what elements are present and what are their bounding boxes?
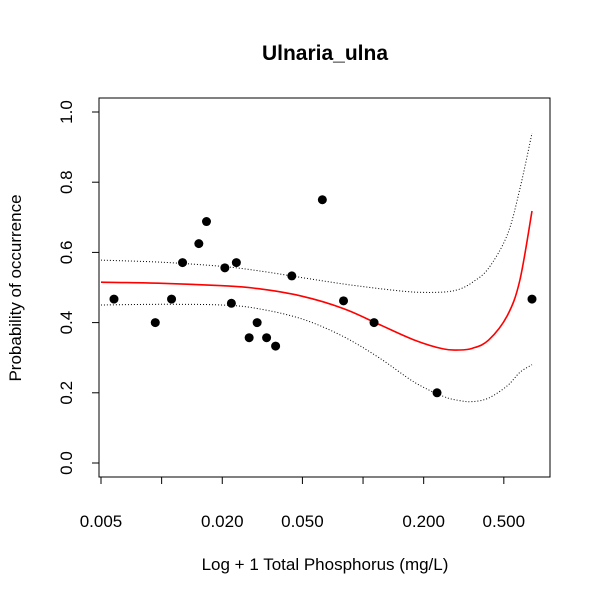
- y-tick-label: 0.4: [57, 311, 76, 335]
- data-point: [178, 258, 188, 268]
- fit-curve-group: [100, 210, 533, 351]
- data-point: [231, 258, 241, 268]
- x-tick-label: 0.500: [483, 512, 526, 531]
- data-point: [339, 296, 349, 306]
- confidence-bands: [100, 132, 533, 403]
- y-tick-label: 0.2: [57, 381, 76, 405]
- x-axis-label: Log + 1 Total Phosphorus (mg/L): [202, 555, 449, 574]
- y-tick-label: 0.6: [57, 241, 76, 265]
- y-axis: 0.0 0.2 0.4 0.6 0.8 1.0: [57, 100, 100, 475]
- x-axis: 0.005 0.020 0.050 0.200 0.500: [80, 476, 526, 531]
- y-tick-label: 1.0: [57, 100, 76, 124]
- data-point: [287, 271, 297, 281]
- data-point: [109, 294, 119, 304]
- data-point: [150, 318, 160, 328]
- ci-lower-line: [100, 303, 533, 403]
- data-point: [252, 318, 262, 328]
- ci-upper-line: [100, 132, 533, 293]
- x-tick-label: 0.050: [281, 512, 324, 531]
- data-point: [244, 333, 254, 343]
- data-point: [369, 318, 379, 328]
- x-tick-label: 0.005: [80, 512, 123, 531]
- data-point: [220, 263, 230, 273]
- y-tick-label: 0.8: [57, 170, 76, 194]
- data-point: [226, 298, 236, 308]
- data-points: [109, 195, 537, 398]
- data-point: [432, 388, 442, 398]
- y-axis-label: Probability of occurrence: [6, 194, 25, 381]
- chart-title: Ulnaria_ulna: [262, 42, 388, 65]
- data-point: [527, 294, 537, 304]
- data-point: [194, 239, 204, 249]
- y-tick-label: 0.0: [57, 451, 76, 475]
- data-point: [167, 294, 177, 304]
- data-point: [317, 195, 327, 205]
- data-point: [271, 341, 281, 351]
- fit-curve: [100, 210, 533, 351]
- x-tick-label: 0.200: [402, 512, 445, 531]
- data-point: [262, 333, 272, 343]
- data-point: [201, 217, 211, 227]
- x-tick-label: 0.020: [201, 512, 244, 531]
